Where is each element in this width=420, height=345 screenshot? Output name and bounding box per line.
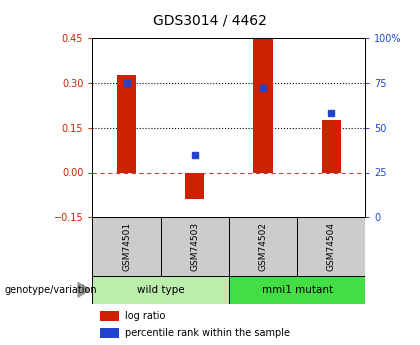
Bar [185,172,205,199]
Bar [297,217,365,276]
Polygon shape [78,283,90,297]
Text: percentile rank within the sample: percentile rank within the sample [125,328,290,338]
Text: GSM74503: GSM74503 [190,222,199,271]
Text: GSM74501: GSM74501 [122,222,131,271]
Text: GSM74504: GSM74504 [327,222,336,271]
Bar [100,328,119,338]
Bar [254,38,273,172]
Text: log ratio: log ratio [125,311,165,321]
Text: genotype/variation: genotype/variation [4,285,97,295]
Bar [161,217,229,276]
Bar [100,310,119,321]
Bar [229,276,365,304]
Text: GDS3014 / 4462: GDS3014 / 4462 [153,13,267,28]
Text: GSM74502: GSM74502 [259,222,268,271]
Text: wild type: wild type [137,285,184,295]
Bar [92,217,161,276]
Bar [229,217,297,276]
Bar [322,120,341,172]
Bar [92,276,229,304]
Text: mmi1 mutant: mmi1 mutant [262,285,333,295]
Bar [117,75,136,172]
